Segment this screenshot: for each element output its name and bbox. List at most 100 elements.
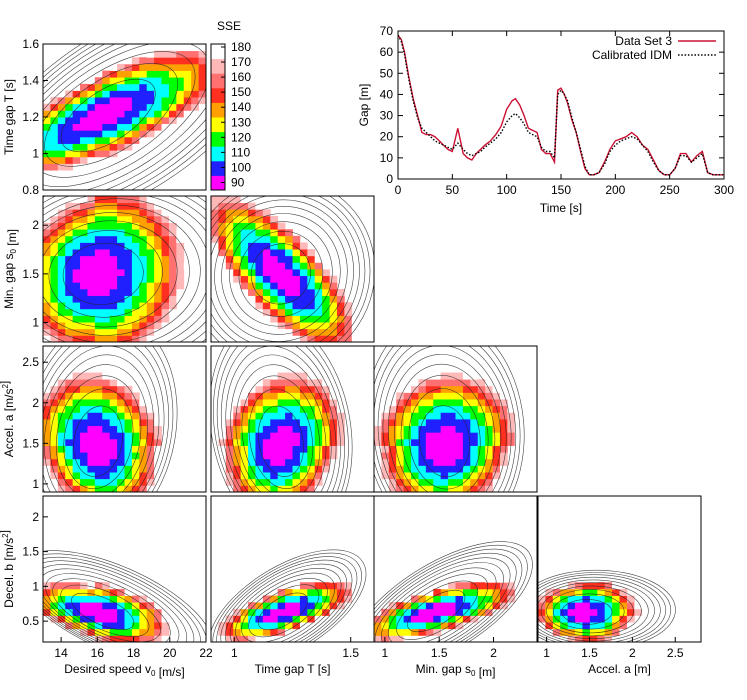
heatmap-cell: [255, 615, 264, 623]
heatmap-cell: [139, 209, 148, 217]
heatmap-cell: [299, 322, 308, 330]
heatmap-cell: [514, 438, 523, 446]
heatmap-cell: [176, 275, 185, 283]
heatmap-cell: [277, 275, 286, 283]
heatmap-cell: [233, 399, 242, 407]
colorbar-step: [211, 185, 225, 189]
heatmap-cell: [255, 392, 264, 400]
heatmap-cell: [72, 222, 81, 230]
contour-line: [538, 582, 649, 639]
heatmap-cell: [65, 412, 74, 420]
x-tick-label: 250: [660, 183, 680, 197]
heatmap-cell: [50, 588, 59, 596]
colorbar-tick-label: 110: [231, 145, 250, 159]
heatmap-cell: [109, 209, 118, 217]
heatmap-cell: [72, 83, 81, 91]
heatmap-cell: [299, 615, 308, 623]
heatmap-cell: [154, 608, 162, 616]
heatmap-cell: [440, 452, 449, 460]
heatmap-cell: [292, 425, 301, 433]
x-tick-label: 1: [543, 646, 550, 660]
heatmap-cell: [285, 458, 293, 466]
heatmap-cell: [225, 262, 234, 270]
heatmap-cell: [65, 432, 74, 440]
colorbar-tick-label: 120: [231, 130, 251, 144]
heatmap-cell: [109, 608, 118, 616]
heatmap-cell: [72, 582, 81, 590]
heatmap-cell: [240, 438, 249, 446]
heatmap-cell: [139, 322, 148, 330]
heatmap-cell: [440, 412, 449, 420]
heatmap-cell: [270, 295, 279, 303]
heatmap-cell: [307, 465, 316, 473]
heatmap-cell: [80, 399, 88, 407]
heatmap-cell: [255, 202, 264, 210]
heatmap-cell: [538, 608, 546, 616]
heatmap-cell: [109, 582, 118, 590]
heatmap-cell: [94, 602, 103, 610]
contour-line: [250, 243, 311, 305]
heatmap-cell: [43, 170, 51, 178]
colorbar-step: [211, 146, 225, 150]
heatmap-cell: [87, 123, 96, 131]
heatmap-cell: [87, 628, 96, 636]
heatmap-cell: [455, 485, 464, 492]
heatmap-cell: [299, 255, 308, 263]
x-tick-label: 100: [497, 183, 517, 197]
y-tick-label: 2: [32, 510, 39, 524]
heatmap-cell: [307, 485, 316, 492]
heatmap-cell: [292, 622, 301, 630]
heatmap-cell: [425, 608, 434, 616]
heatmap-cell: [109, 452, 118, 460]
heatmap-cell: [146, 117, 155, 125]
heatmap-cell: [425, 615, 434, 623]
heatmap-cell: [248, 622, 256, 630]
heatmap-cell: [248, 249, 256, 257]
heatmap-cell: [425, 405, 434, 413]
y-axis-label: Time gap T [s]: [2, 79, 16, 155]
heatmap-cell: [322, 385, 330, 393]
heatmap-cell: [124, 458, 133, 466]
heatmap-cell: [403, 608, 412, 616]
heatmap-cell: [80, 97, 88, 105]
heatmap-cell: [285, 275, 293, 283]
heatmap-cell: [80, 582, 88, 590]
heatmap-cell: [117, 110, 125, 118]
heatmap-cell: [285, 249, 293, 257]
heatmap-cell: [94, 97, 103, 105]
heatmap-cell: [139, 315, 148, 323]
heatmap-cell: [255, 412, 264, 420]
heatmap-cell: [299, 602, 308, 610]
heatmap-cell: [277, 602, 286, 610]
heatmap-cell: [50, 308, 59, 316]
heatmap-cell: [270, 478, 279, 486]
heatmap-cell: [94, 465, 103, 473]
heatmap-cell: [117, 255, 125, 263]
heatmap-cell: [322, 335, 330, 342]
heatmap-cell: [418, 485, 427, 492]
heatmap-cell: [485, 399, 493, 407]
heatmap-cell: [418, 628, 427, 636]
heatmap-cell: [262, 308, 271, 316]
heatmap-cell: [109, 322, 118, 330]
heatmap-cell: [396, 452, 405, 460]
heatmap-cell: [117, 275, 125, 283]
heatmap-cell: [102, 588, 111, 596]
heatmap-cells: [43, 196, 192, 342]
heatmap-cells: [218, 575, 360, 642]
heatmap-cell: [198, 70, 206, 78]
heatmap-cell: [94, 249, 103, 257]
heatmap-cell: [240, 282, 249, 290]
heatmap-cell: [418, 622, 427, 630]
heatmap-cell: [262, 242, 271, 250]
heatmap-cell: [131, 249, 140, 257]
heatmap-cell: [57, 215, 66, 223]
heatmap-cell: [307, 379, 316, 387]
heatmap-cell: [418, 392, 427, 400]
heatmap-cell: [161, 438, 170, 446]
heatmap-cell: [255, 229, 264, 237]
heatmap-cell: [146, 432, 155, 440]
heatmap-cell: [545, 595, 554, 603]
heatmap-cell: [211, 209, 219, 217]
heatmap-cell: [285, 302, 293, 310]
